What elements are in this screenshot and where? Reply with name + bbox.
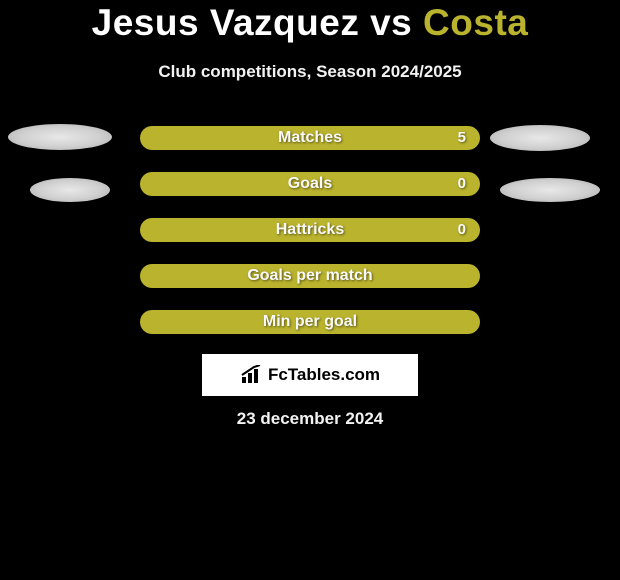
stats-comparison-card: Jesus Vazquez vs Costa Club competitions…: [0, 0, 620, 580]
bar-chart-icon: [240, 365, 264, 385]
bar-min-per-goal: Min per goal: [140, 310, 480, 334]
logo-inner: FcTables.com: [240, 365, 380, 385]
bar-label: Min per goal: [140, 310, 480, 334]
stat-bars: Matches 5 Goals 0 Hattricks 0 Goals per …: [140, 126, 480, 356]
bar-value: 0: [458, 172, 466, 196]
page-title: Jesus Vazquez vs Costa: [0, 2, 620, 44]
player2-name: Costa: [423, 2, 528, 43]
player2-halo: [500, 178, 600, 202]
player2-halo: [490, 125, 590, 151]
bar-value: 0: [458, 218, 466, 242]
vs-text: vs: [359, 2, 423, 43]
bar-hattricks: Hattricks 0: [140, 218, 480, 242]
bar-matches: Matches 5: [140, 126, 480, 150]
source-logo: FcTables.com: [202, 354, 418, 396]
bar-label: Hattricks: [140, 218, 480, 242]
logo-text: FcTables.com: [268, 365, 380, 385]
bar-label: Goals per match: [140, 264, 480, 288]
subtitle: Club competitions, Season 2024/2025: [0, 62, 620, 82]
bar-goals: Goals 0: [140, 172, 480, 196]
player1-name: Jesus Vazquez: [92, 2, 360, 43]
date-text: 23 december 2024: [0, 409, 620, 429]
bar-value: 5: [458, 126, 466, 150]
bar-label: Matches: [140, 126, 480, 150]
bar-goals-per-match: Goals per match: [140, 264, 480, 288]
bar-label: Goals: [140, 172, 480, 196]
player1-halo: [8, 124, 112, 150]
player1-halo: [30, 178, 110, 202]
